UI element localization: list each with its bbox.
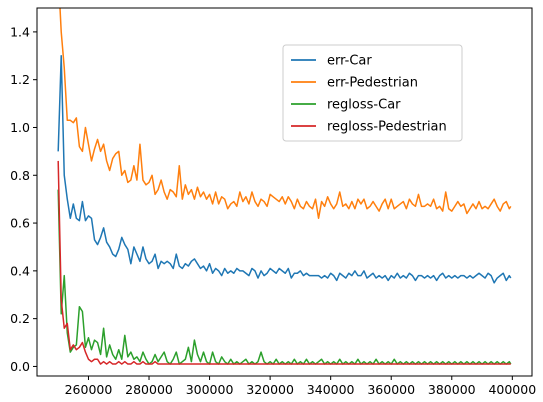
x-tick-label: 260000 xyxy=(65,382,113,397)
y-tick-label: 1.2 xyxy=(10,72,30,87)
y-tick-label: 0.2 xyxy=(10,311,30,326)
y-tick-label: 0.4 xyxy=(10,263,30,278)
legend-box xyxy=(282,44,463,142)
legend-label-err-car: err-Car xyxy=(327,54,372,69)
y-tick-label: 0.6 xyxy=(10,216,30,231)
series-line-err-car xyxy=(57,55,512,284)
x-axis: 260000 280000 300000 320000 340000 360000 3800… xyxy=(65,376,536,397)
legend-label-regloss-pedestrian: regloss-Pedestrian xyxy=(327,120,447,135)
y-tick-label: 0.8 xyxy=(10,168,30,183)
x-tick-label: 400000 xyxy=(488,382,536,397)
y-axis: 0.0 0.2 0.4 0.6 0.8 1.0 1.2 1.4 xyxy=(10,24,37,374)
x-tick-label: 360000 xyxy=(367,382,415,397)
series-line-regloss-car xyxy=(57,189,512,365)
series-line-regloss-pedestrian xyxy=(57,160,511,365)
y-tick-label: 1.4 xyxy=(10,24,30,39)
plot-frame xyxy=(36,7,533,377)
series-line-err-pedestrian xyxy=(59,8,512,220)
x-tick-label: 320000 xyxy=(246,382,294,397)
y-tick-label: 1.0 xyxy=(10,120,30,135)
x-tick-label: 380000 xyxy=(428,382,476,397)
x-tick-label: 280000 xyxy=(125,382,173,397)
y-tick-label: 0.0 xyxy=(10,359,30,374)
legend: err-Car err-Pedestrian regloss-Car regloss-… xyxy=(282,44,463,142)
x-tick-label: 300000 xyxy=(186,382,234,397)
legend-label-regloss-car: regloss-Car xyxy=(327,98,401,113)
legend-label-err-pedestrian: err-Pedestrian xyxy=(327,76,418,91)
series-lines xyxy=(57,8,512,365)
x-tick-label: 340000 xyxy=(307,382,355,397)
